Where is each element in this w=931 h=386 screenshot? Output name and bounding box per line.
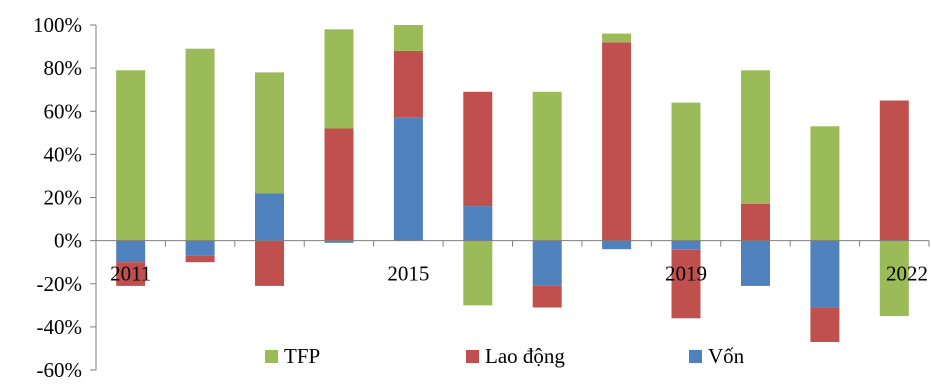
- y-tick-label: -20%: [37, 272, 83, 296]
- bar-2018-series-2: [602, 33, 632, 43]
- x-axis-labels: 2011 2015 2019 2022: [110, 262, 928, 286]
- y-tick-label: -40%: [37, 315, 83, 339]
- bar-2018-series-1: [602, 42, 632, 241]
- bar-2022-series-2: [879, 240, 909, 317]
- bar-2019-series-2: [671, 102, 701, 241]
- bar-2020-series-1: [741, 204, 770, 241]
- x-tick-label: 2022: [886, 262, 928, 286]
- y-tick-label: 80%: [44, 56, 83, 80]
- bar-2014-series-2: [324, 29, 354, 129]
- bar-2018-series-0: [602, 240, 632, 250]
- y-tick-label: 20%: [44, 186, 83, 210]
- legend-label-0: TFP: [284, 344, 320, 368]
- legend: TFP Lao động Vốn: [265, 344, 745, 368]
- legend-swatch-1: [466, 350, 479, 363]
- bar-2021-series-0: [810, 240, 840, 308]
- bar-2021-series-2: [810, 126, 840, 241]
- x-tick-label: 2019: [665, 262, 707, 286]
- bar-2016-series-2: [463, 240, 493, 306]
- bar-2013-series-1: [255, 240, 284, 286]
- legend-swatch-0: [265, 350, 278, 363]
- bar-2014-series-1: [324, 128, 354, 241]
- bar-2011-series-1: [116, 262, 146, 286]
- bar-2016-series-0: [463, 206, 493, 241]
- axes: [95, 25, 930, 370]
- bar-2013-series-2: [255, 72, 284, 194]
- legend-swatch-2: [689, 350, 702, 363]
- bar-2015-series-1: [393, 50, 423, 118]
- bar-2011-series-2: [116, 70, 146, 241]
- y-axis-ticks: 100% 80% 60% 40% 20% 0% -20% -40% -60%: [33, 13, 96, 382]
- y-tick-label: 100%: [33, 13, 82, 37]
- bar-2017-series-0: [532, 240, 562, 286]
- y-tick-label: 40%: [44, 142, 83, 166]
- bar-2020-series-2: [741, 70, 770, 204]
- y-tick-label: 60%: [44, 99, 83, 123]
- bar-2017-series-2: [532, 91, 562, 241]
- legend-label-2: Vốn: [708, 344, 745, 368]
- bar-2020-series-0: [741, 240, 770, 286]
- y-tick-label: -60%: [37, 358, 83, 382]
- bar-2014-series-0: [324, 240, 354, 243]
- legend-label-1: Lao động: [485, 344, 565, 368]
- bar-2015-series-0: [393, 117, 423, 241]
- bar-2021-series-1: [810, 307, 840, 342]
- bar-2017-series-1: [532, 285, 562, 308]
- y-tick-label: 0%: [54, 229, 82, 253]
- bar-2022-series-1: [879, 100, 909, 241]
- bar-2019-series-1: [671, 249, 701, 319]
- bar-2012-series-1: [185, 255, 215, 263]
- bar-2015-series-2: [393, 25, 423, 51]
- bar-2012-series-0: [185, 240, 215, 256]
- bar-2013-series-0: [255, 193, 284, 241]
- bar-2019-series-0: [671, 240, 701, 250]
- bars: [116, 25, 909, 342]
- bar-2016-series-1: [463, 91, 493, 207]
- bar-2011-series-0: [116, 240, 146, 263]
- bar-2012-series-2: [185, 48, 215, 241]
- x-tick-label: 2015: [387, 262, 429, 286]
- x-tick-label: 2011: [110, 262, 151, 286]
